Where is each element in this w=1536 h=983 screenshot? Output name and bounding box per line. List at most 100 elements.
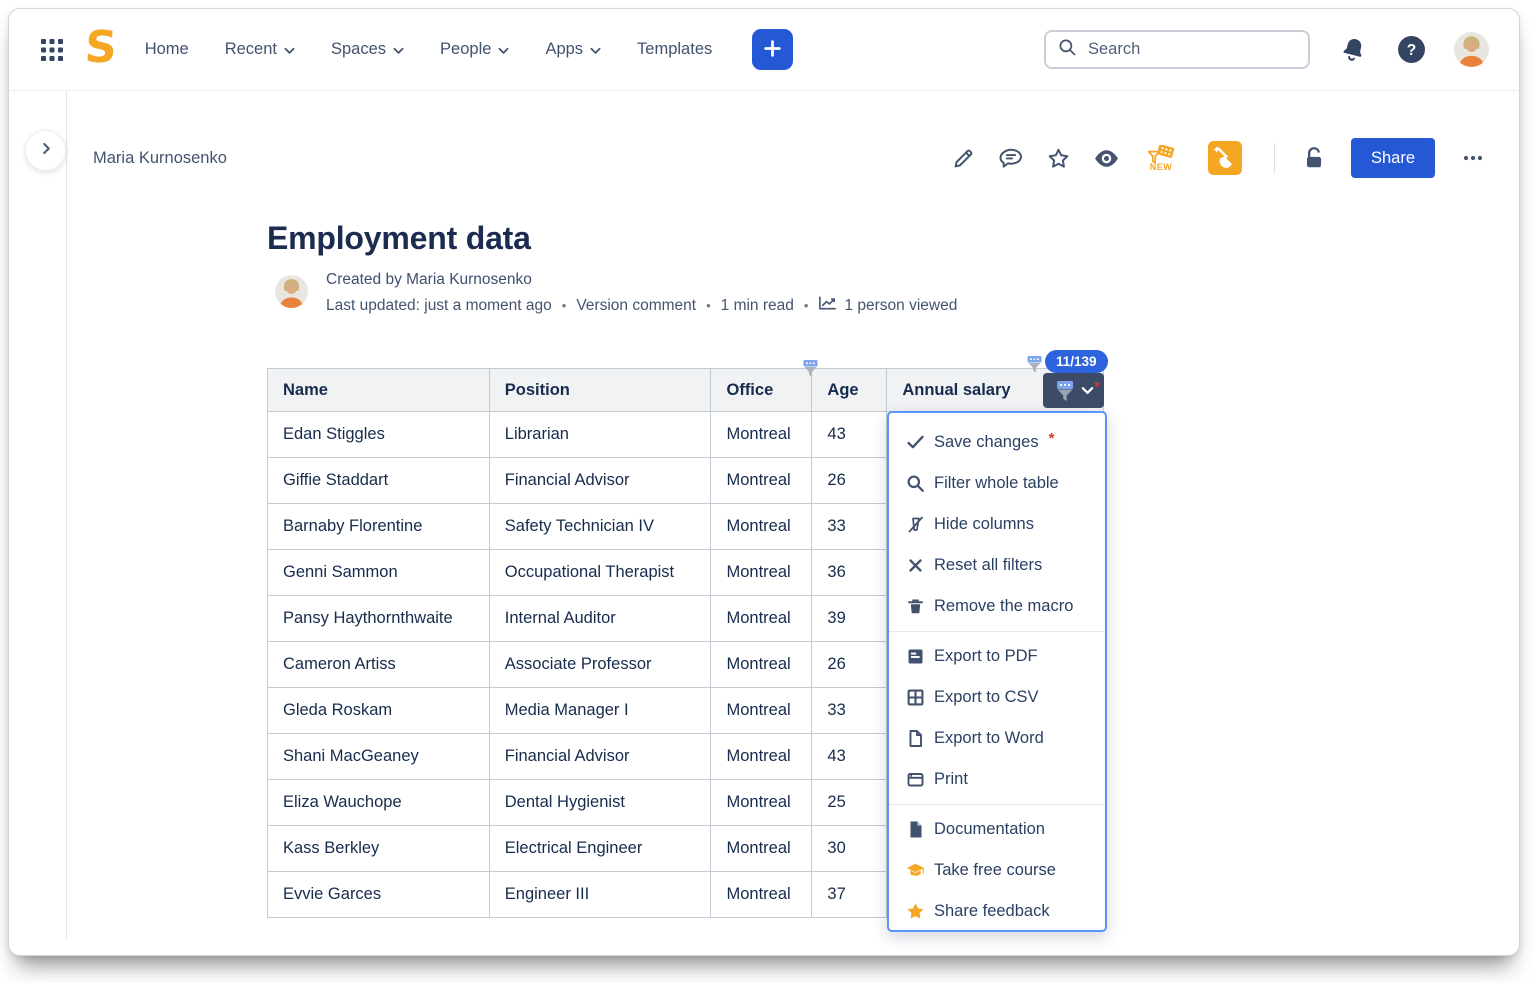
search-box[interactable] (1044, 30, 1310, 69)
nav-item-recent[interactable]: Recent (225, 40, 295, 59)
table-cell: Montreal (710, 411, 813, 458)
unsaved-changes-asterisk: * (1094, 378, 1100, 394)
nav-item-spaces[interactable]: Spaces (331, 40, 404, 59)
macro-app-icon[interactable] (1207, 141, 1242, 175)
menu-item-filter-whole-table[interactable]: Filter whole table (889, 463, 1105, 504)
table-cell: Montreal (710, 457, 813, 504)
nav-item-templates[interactable]: Templates (637, 40, 712, 59)
nav-item-label: Templates (637, 40, 713, 58)
nav-item-home[interactable]: Home (145, 40, 189, 59)
menu-item-export-to-csv[interactable]: Export to CSV (889, 677, 1105, 718)
hide-columns-icon (906, 515, 925, 534)
search-icon (906, 474, 925, 493)
table-cell: 33 (811, 503, 888, 550)
menu-item-label: Print (934, 770, 968, 788)
table-cell: 43 (811, 411, 888, 458)
menu-item-take-free-course[interactable]: Take free course (889, 850, 1105, 891)
table-cell: Safety Technician IV (488, 503, 712, 550)
export-word-icon (906, 729, 925, 748)
table-cell: Montreal (710, 687, 813, 734)
create-button[interactable] (752, 29, 794, 70)
menu-item-export-to-pdf[interactable]: Export to PDF (889, 636, 1105, 677)
menu-item-label: Remove the macro (934, 597, 1074, 615)
version-comment-text: Version comment (576, 296, 697, 314)
table-cell: Media Manager I (488, 687, 712, 734)
menu-item-label: Hide columns (934, 515, 1034, 533)
top-navigation: S Home Recent Spaces People Apps Templates ? (9, 9, 1519, 91)
filter-funnel-icon (1053, 380, 1076, 402)
breadcrumb[interactable]: Maria Kurnosenko (93, 148, 227, 167)
menu-item-label: Reset all filters (934, 556, 1043, 574)
meta-separator: • (803, 298, 809, 313)
table-cell: Associate Professor (488, 641, 712, 688)
table-cell: Gleda Roskam (267, 687, 490, 734)
favorite-star-icon[interactable] (1046, 146, 1071, 171)
menu-item-export-to-word[interactable]: Export to Word (889, 718, 1105, 759)
author-avatar[interactable] (275, 275, 308, 308)
product-logo[interactable]: S (83, 21, 119, 73)
table-cell: Kass Berkley (267, 825, 490, 872)
created-by-text: Created by Maria Kurnosenko (326, 271, 532, 288)
plus-icon (762, 38, 783, 62)
star-orange-icon (906, 902, 925, 921)
page-meta: Last updated: just a moment ago • Versio… (326, 295, 957, 316)
table-cell: 43 (811, 733, 888, 780)
table-cell: 26 (811, 641, 888, 688)
menu-item-print[interactable]: Print (889, 759, 1105, 800)
table-cell: Engineer III (488, 871, 712, 918)
table-header-row: Name Position Office Age Annual salary (267, 356, 1104, 412)
column-header-label: Office (726, 380, 774, 399)
meta-separator: • (561, 298, 567, 313)
column-header-position[interactable]: Position (488, 368, 712, 412)
menu-item-label: Save changes (934, 433, 1039, 451)
table-cell: 33 (811, 687, 888, 734)
comment-icon[interactable] (998, 146, 1024, 171)
menu-item-documentation[interactable]: Documentation (889, 809, 1105, 850)
column-header-label: Name (283, 380, 328, 399)
app-switcher-icon[interactable] (35, 33, 69, 67)
column-header-office[interactable]: Office (710, 360, 818, 412)
nav-item-apps[interactable]: Apps (545, 40, 601, 59)
expand-sidebar-button[interactable] (25, 130, 66, 171)
nav-item-label: Home (144, 40, 189, 58)
menu-item-share-feedback[interactable]: Share feedback (889, 891, 1105, 932)
edit-pencil-icon[interactable] (951, 146, 976, 171)
nav-item-label: Recent (224, 40, 277, 58)
table-filter-menu-button[interactable]: * (1043, 373, 1104, 408)
table-cell: Electrical Engineer (488, 825, 712, 872)
search-input[interactable] (1086, 39, 1296, 60)
notifications-bell-icon[interactable] (1340, 36, 1367, 63)
menu-item-save-changes[interactable]: Save changes * (889, 422, 1105, 463)
column-header-name[interactable]: Name (267, 368, 490, 412)
table-cell: Montreal (710, 825, 813, 872)
graduation-cap-icon (906, 861, 925, 880)
table-cell: Internal Auditor (488, 595, 712, 642)
trash-icon (906, 597, 925, 616)
documentation-icon (906, 820, 925, 839)
table-cell: Montreal (710, 595, 813, 642)
nav-item-label: People (440, 40, 492, 58)
new-badge-label: NEW (1149, 161, 1173, 172)
user-avatar[interactable] (1454, 32, 1489, 67)
x-icon (906, 556, 925, 575)
search-icon (1058, 38, 1077, 62)
more-actions-icon[interactable] (1459, 146, 1487, 170)
menu-item-hide-columns[interactable]: Hide columns (889, 504, 1105, 545)
table-cell: Pansy Haythornthwaite (267, 595, 490, 642)
share-button[interactable]: Share (1350, 138, 1435, 178)
viewed-text: 1 person viewed (844, 296, 958, 314)
menu-item-reset-all-filters[interactable]: Reset all filters (889, 545, 1105, 586)
nav-item-label: Spaces (331, 40, 387, 58)
unlock-icon[interactable] (1301, 145, 1327, 171)
analytics-chart-icon (818, 295, 837, 316)
watch-eye-icon[interactable] (1093, 148, 1120, 169)
column-header-age[interactable]: Age (811, 368, 888, 412)
nav-item-people[interactable]: People (440, 40, 509, 59)
help-icon[interactable]: ? (1397, 35, 1426, 64)
funnel-small-icon (1026, 355, 1043, 374)
table-cell: Barnaby Florentine (267, 503, 490, 550)
menu-item-remove-the-macro[interactable]: Remove the macro (889, 586, 1105, 627)
new-macro-icon[interactable]: NEW (1146, 144, 1176, 172)
table-cell: Genni Sammon (267, 549, 490, 596)
table-cell: Montreal (710, 733, 813, 780)
